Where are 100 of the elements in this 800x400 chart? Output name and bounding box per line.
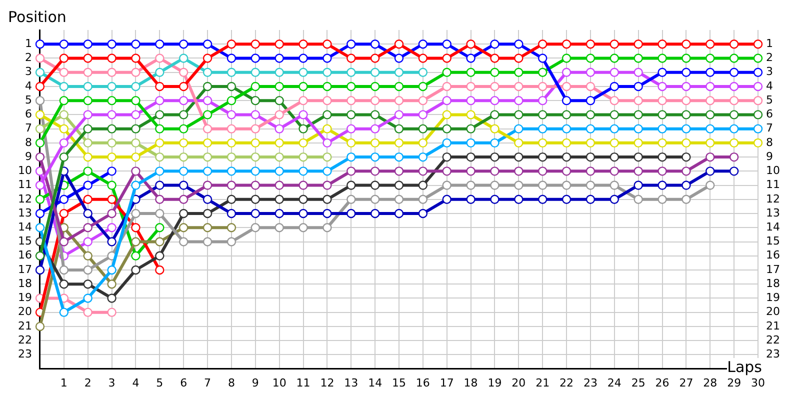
point	[634, 152, 643, 162]
point	[753, 138, 763, 148]
point	[83, 40, 92, 49]
point	[442, 96, 452, 106]
point	[538, 96, 548, 106]
point	[107, 265, 116, 275]
point	[729, 54, 739, 63]
point	[83, 251, 92, 260]
point	[442, 54, 452, 63]
point	[490, 40, 500, 49]
point	[59, 237, 69, 246]
y2-tick-label: 15	[766, 234, 780, 248]
point	[131, 124, 140, 134]
point	[442, 166, 452, 176]
point	[370, 138, 380, 148]
point	[83, 68, 92, 77]
point	[179, 40, 188, 49]
point	[562, 166, 572, 176]
point	[202, 82, 212, 92]
point	[634, 194, 643, 204]
point	[394, 110, 404, 120]
x-tick-label: 21	[536, 376, 550, 390]
point	[179, 82, 188, 92]
point	[298, 208, 308, 218]
point	[346, 40, 356, 49]
point	[131, 237, 140, 246]
point	[610, 124, 619, 134]
point	[250, 208, 260, 218]
point	[298, 223, 308, 232]
y2-tick-label: 12	[766, 192, 780, 206]
point	[706, 68, 715, 77]
point	[418, 54, 428, 63]
point	[538, 124, 548, 134]
point	[226, 208, 236, 218]
point	[466, 54, 476, 63]
point	[250, 166, 260, 176]
point	[634, 68, 643, 77]
point	[418, 194, 428, 204]
point	[346, 110, 356, 120]
point	[250, 223, 260, 232]
point	[59, 82, 69, 92]
point	[682, 82, 691, 92]
point	[706, 138, 715, 148]
x-tick-label: 16	[416, 376, 430, 390]
point	[418, 208, 428, 218]
point	[346, 54, 356, 63]
point	[298, 96, 308, 106]
x-tick-label: 11	[296, 376, 310, 390]
point	[35, 110, 45, 120]
point	[466, 96, 476, 106]
point	[107, 40, 116, 49]
y-tick-label: 3	[24, 65, 32, 78]
point	[107, 194, 116, 204]
point	[298, 166, 308, 176]
point	[155, 194, 164, 204]
point	[610, 82, 619, 92]
point	[538, 82, 548, 92]
point	[179, 138, 188, 148]
point	[83, 280, 92, 289]
point	[274, 180, 284, 190]
point	[131, 96, 140, 106]
point	[610, 152, 619, 162]
point	[155, 223, 164, 232]
point	[322, 124, 332, 134]
point	[226, 223, 236, 232]
point	[179, 208, 188, 218]
point	[610, 110, 619, 120]
y-tick-label: 21	[18, 319, 32, 332]
point	[250, 82, 260, 92]
point	[562, 152, 572, 162]
point	[634, 40, 643, 49]
point	[634, 138, 643, 148]
y-tick-label: 6	[24, 108, 32, 121]
point	[298, 180, 308, 190]
point	[83, 166, 92, 176]
point	[634, 96, 643, 106]
point	[131, 180, 140, 190]
point	[35, 40, 45, 49]
point	[538, 68, 548, 77]
point	[586, 152, 596, 162]
point	[298, 194, 308, 204]
point	[226, 152, 236, 162]
point	[226, 166, 236, 176]
point	[586, 180, 596, 190]
point	[586, 110, 596, 120]
y2-tick-label: 17	[766, 262, 780, 276]
point	[250, 110, 260, 120]
point	[202, 166, 212, 176]
y2-tick-label: 1	[766, 36, 774, 50]
point	[298, 82, 308, 92]
point	[35, 322, 45, 332]
point	[538, 180, 548, 190]
point	[274, 166, 284, 176]
point	[250, 180, 260, 190]
point	[250, 68, 260, 77]
point	[35, 265, 45, 275]
point	[658, 82, 667, 92]
point	[107, 223, 116, 232]
point	[706, 40, 715, 49]
point	[202, 40, 212, 49]
